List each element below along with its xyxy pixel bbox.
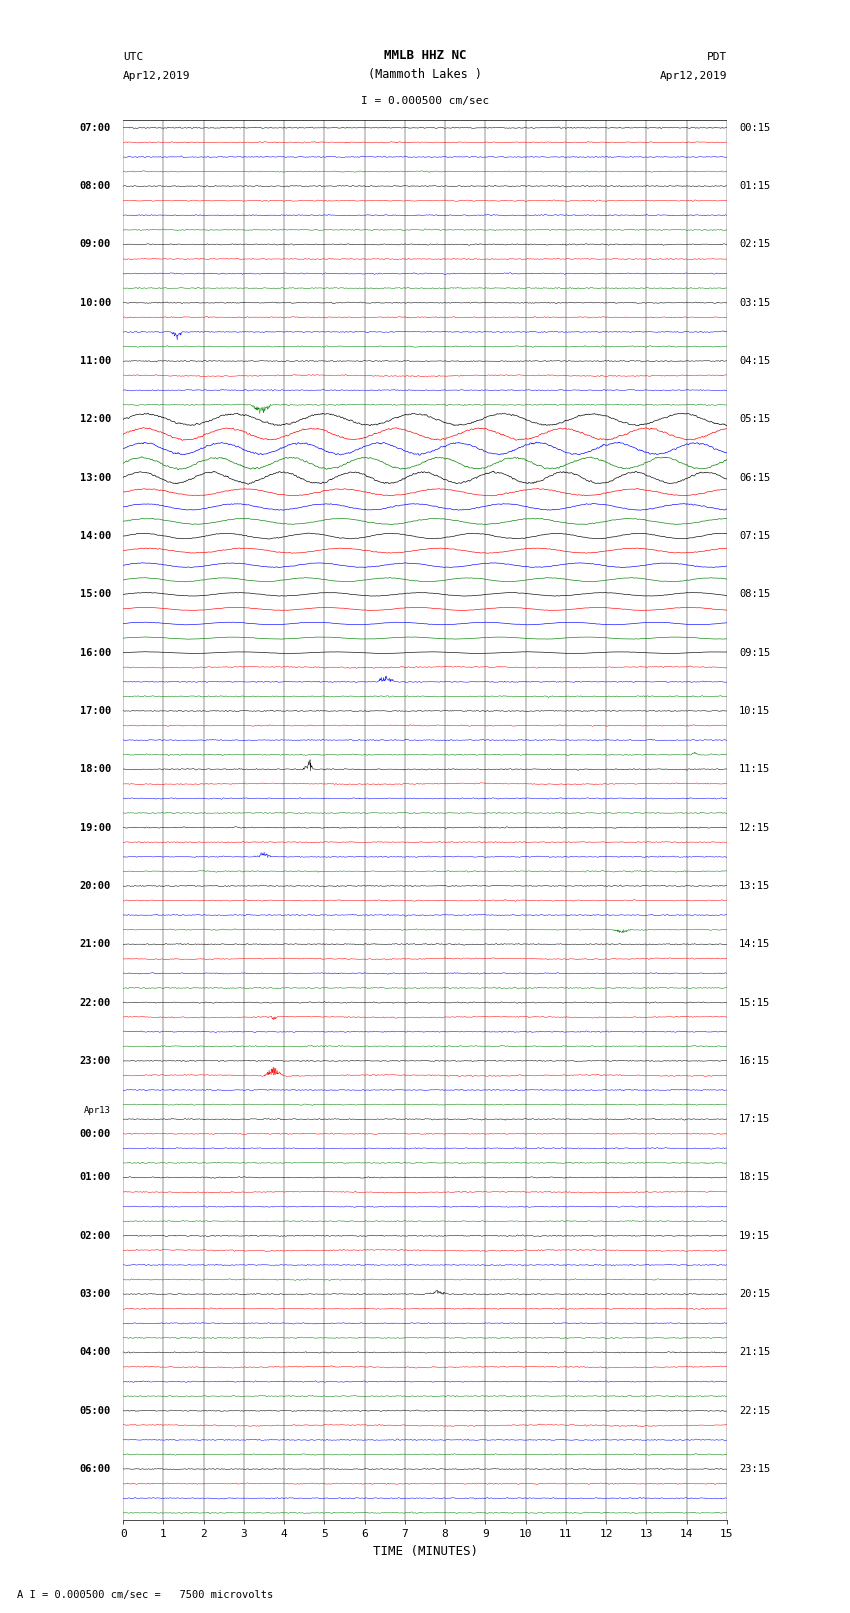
Text: 14:00: 14:00 — [80, 531, 111, 540]
Text: 04:15: 04:15 — [739, 356, 770, 366]
Text: 06:00: 06:00 — [80, 1465, 111, 1474]
Text: A I = 0.000500 cm/sec =   7500 microvolts: A I = 0.000500 cm/sec = 7500 microvolts — [17, 1590, 273, 1600]
Text: 11:00: 11:00 — [80, 356, 111, 366]
Text: 10:00: 10:00 — [80, 298, 111, 308]
Text: 02:00: 02:00 — [80, 1231, 111, 1240]
Text: 20:15: 20:15 — [739, 1289, 770, 1298]
Text: 16:15: 16:15 — [739, 1057, 770, 1066]
Text: 20:00: 20:00 — [80, 881, 111, 890]
Text: 09:15: 09:15 — [739, 648, 770, 658]
Text: 02:15: 02:15 — [739, 239, 770, 250]
Text: 09:00: 09:00 — [80, 239, 111, 250]
Text: 08:15: 08:15 — [739, 589, 770, 600]
Text: 23:15: 23:15 — [739, 1465, 770, 1474]
Text: Apr12,2019: Apr12,2019 — [660, 71, 727, 81]
Text: 05:15: 05:15 — [739, 415, 770, 424]
Text: 15:15: 15:15 — [739, 997, 770, 1008]
Text: 19:15: 19:15 — [739, 1231, 770, 1240]
Text: 08:00: 08:00 — [80, 181, 111, 190]
Text: Apr12,2019: Apr12,2019 — [123, 71, 190, 81]
Text: 21:15: 21:15 — [739, 1347, 770, 1358]
Text: 15:00: 15:00 — [80, 589, 111, 600]
Text: Apr13: Apr13 — [84, 1107, 111, 1115]
Text: UTC: UTC — [123, 52, 144, 61]
Text: 22:00: 22:00 — [80, 997, 111, 1008]
Text: 12:00: 12:00 — [80, 415, 111, 424]
Text: 05:00: 05:00 — [80, 1407, 111, 1416]
Text: 21:00: 21:00 — [80, 939, 111, 948]
Text: 17:00: 17:00 — [80, 706, 111, 716]
Text: 06:15: 06:15 — [739, 473, 770, 482]
Text: 00:15: 00:15 — [739, 123, 770, 132]
Text: 00:00: 00:00 — [80, 1129, 111, 1139]
Text: 16:00: 16:00 — [80, 648, 111, 658]
Text: 18:00: 18:00 — [80, 765, 111, 774]
Text: 04:00: 04:00 — [80, 1347, 111, 1358]
Text: 03:15: 03:15 — [739, 298, 770, 308]
Text: 14:15: 14:15 — [739, 939, 770, 948]
Text: 18:15: 18:15 — [739, 1173, 770, 1182]
Text: 12:15: 12:15 — [739, 823, 770, 832]
Text: MMLB HHZ NC: MMLB HHZ NC — [383, 48, 467, 61]
Text: I = 0.000500 cm/sec: I = 0.000500 cm/sec — [361, 97, 489, 106]
Text: PDT: PDT — [706, 52, 727, 61]
Text: 17:15: 17:15 — [739, 1115, 770, 1124]
Text: 13:00: 13:00 — [80, 473, 111, 482]
Text: 23:00: 23:00 — [80, 1057, 111, 1066]
Text: 01:15: 01:15 — [739, 181, 770, 190]
Text: 07:15: 07:15 — [739, 531, 770, 540]
Text: (Mammoth Lakes ): (Mammoth Lakes ) — [368, 68, 482, 81]
Text: 03:00: 03:00 — [80, 1289, 111, 1298]
X-axis label: TIME (MINUTES): TIME (MINUTES) — [372, 1545, 478, 1558]
Text: 13:15: 13:15 — [739, 881, 770, 890]
Text: 22:15: 22:15 — [739, 1407, 770, 1416]
Text: 11:15: 11:15 — [739, 765, 770, 774]
Text: 01:00: 01:00 — [80, 1173, 111, 1182]
Text: 10:15: 10:15 — [739, 706, 770, 716]
Text: 19:00: 19:00 — [80, 823, 111, 832]
Text: 07:00: 07:00 — [80, 123, 111, 132]
